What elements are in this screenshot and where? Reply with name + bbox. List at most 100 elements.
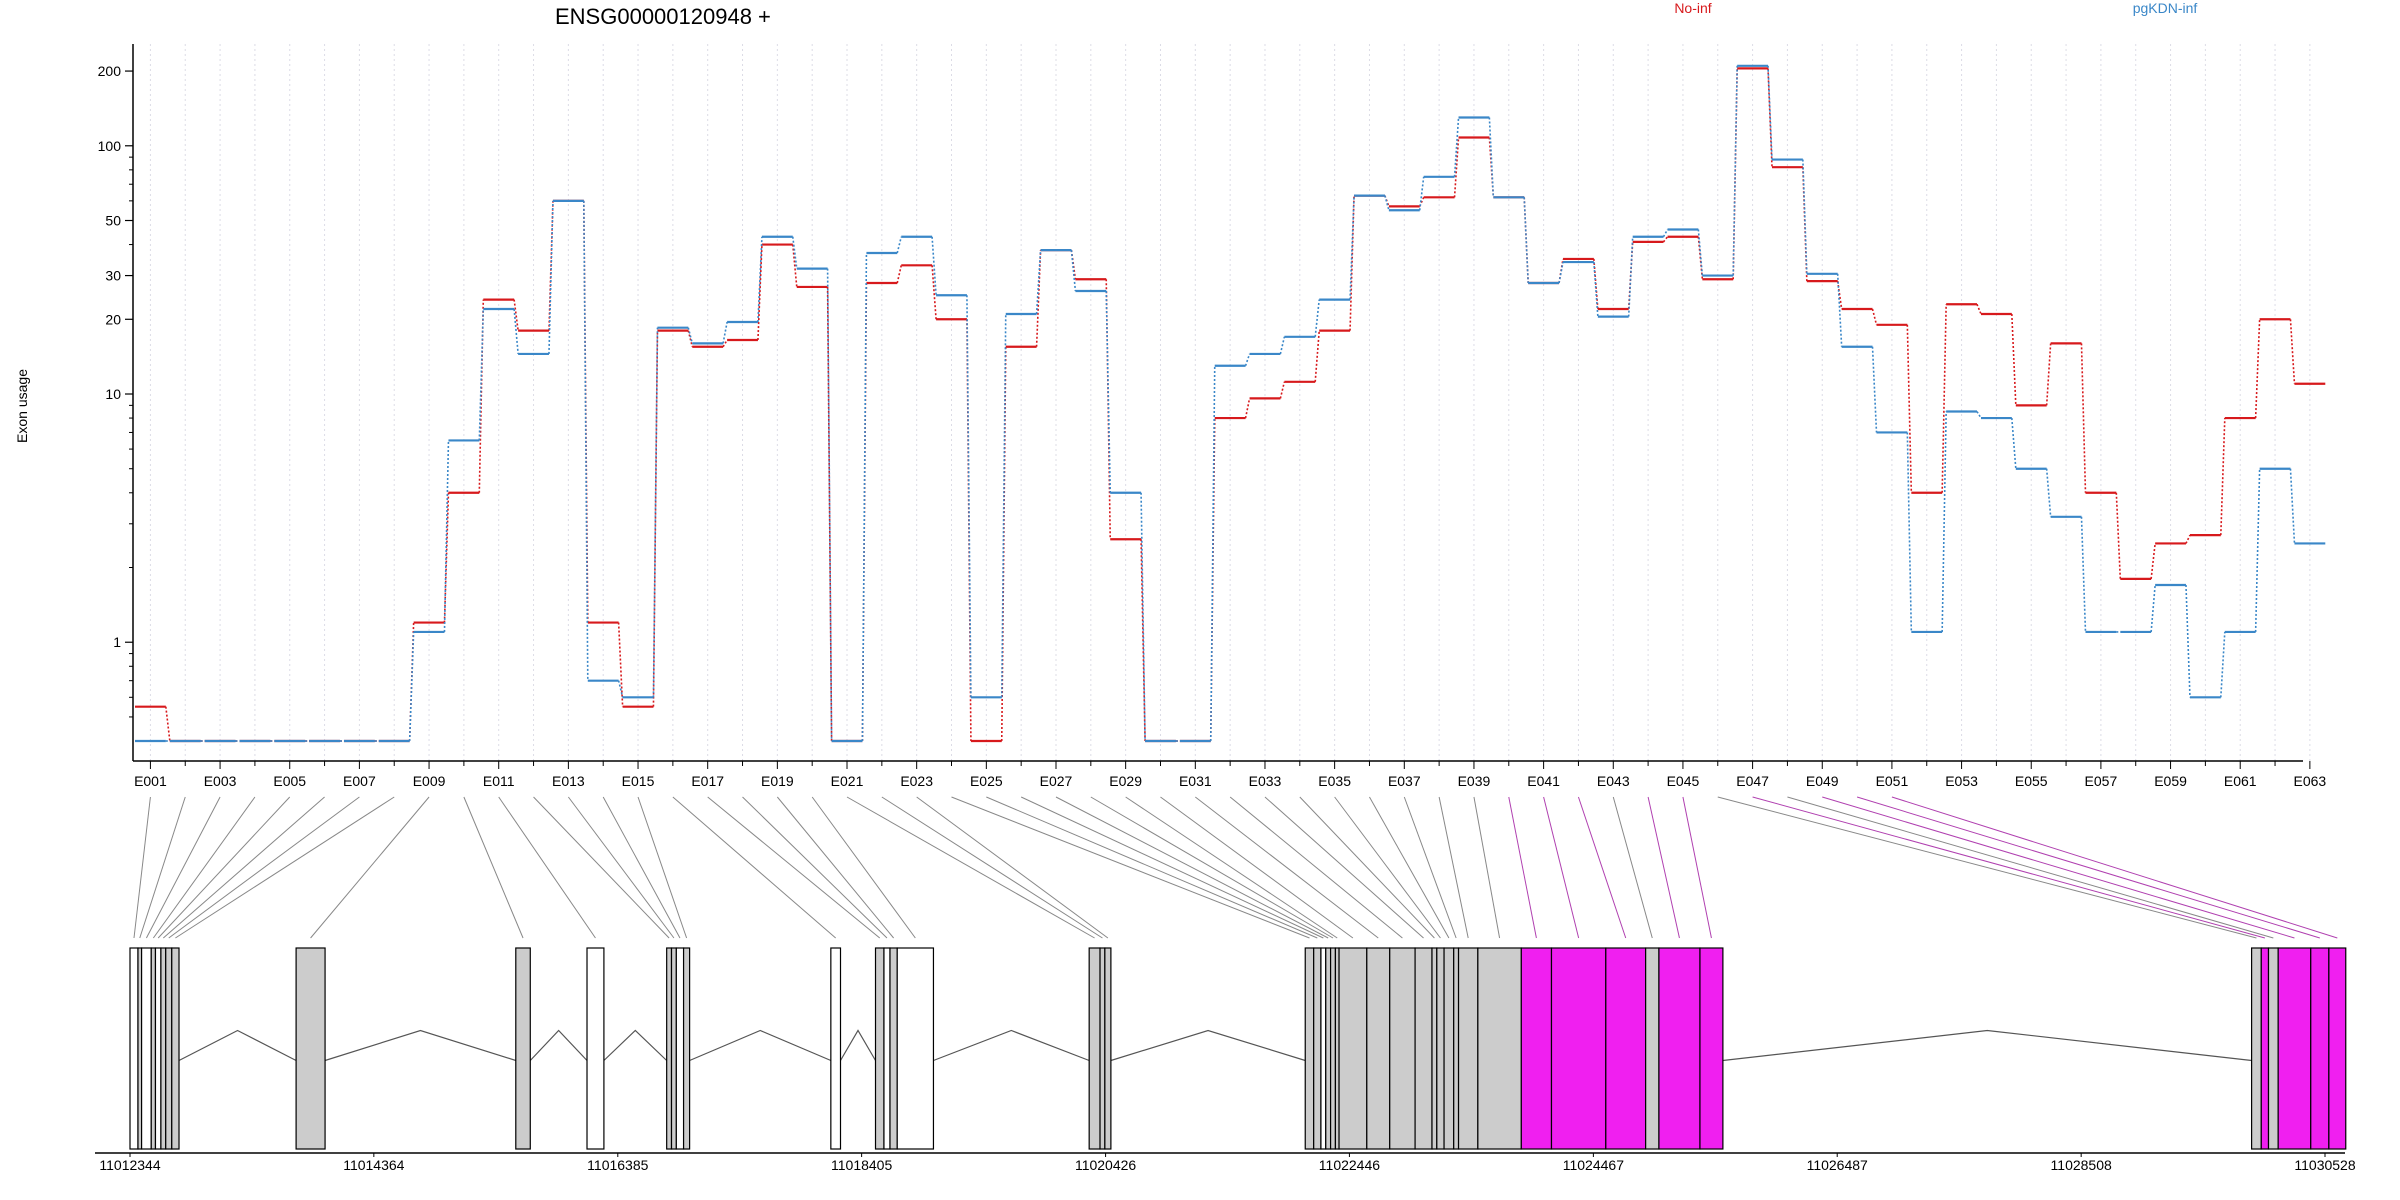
exon-bin-E040 — [1520, 947, 1553, 1150]
gene-model: 11012344 11014364 11016385 11018405 11020426… — [95, 947, 2356, 1173]
x-tick-label-E015: E015 — [622, 773, 655, 789]
intron-line — [178, 1029, 297, 1062]
connector-E030 — [1160, 796, 1354, 939]
connector-E038 — [1438, 796, 1469, 939]
series-step-No-inf — [1976, 303, 1982, 315]
series-step-No-inf — [2115, 492, 2122, 579]
exon-bin-E047 — [2260, 947, 2270, 1150]
exon-bin-E028 — [1329, 947, 1337, 1150]
genomic-tick-label: 11026487 — [1807, 1157, 1868, 1173]
exon-bin-E042 — [1605, 947, 1647, 1150]
series-step-pgKDN-inf — [791, 236, 798, 269]
series-step-No-inf — [1279, 381, 1286, 399]
exon-bin-E030 — [1338, 947, 1368, 1150]
series-step-No-inf — [2150, 543, 2156, 579]
connector-E019 — [776, 796, 895, 939]
connector-E020 — [811, 796, 916, 939]
genomic-tick-label: 11020426 — [1075, 1157, 1136, 1173]
series-step-pgKDN-inf — [1871, 346, 1878, 433]
exon-bin-E019 — [889, 947, 898, 1150]
exon-bin-E008 — [171, 947, 180, 1150]
exon-bin-E043 — [1645, 947, 1660, 1150]
series-step-pgKDN-inf — [2185, 584, 2191, 698]
exon-bin-E003 — [140, 947, 152, 1150]
series-step-pgKDN-inf — [1593, 262, 1599, 317]
connector-E037 — [1403, 796, 1457, 939]
connector-E048 — [1787, 796, 2274, 939]
intron-line — [1110, 1029, 1306, 1062]
x-tick-label-E045: E045 — [1667, 773, 1700, 789]
series-step-pgKDN-inf — [478, 308, 485, 441]
connector-E003 — [145, 796, 221, 939]
connector-E008 — [175, 796, 395, 939]
connector-E026 — [1020, 796, 1324, 939]
series-step-pgKDN-inf — [548, 200, 554, 354]
series-step-No-inf — [966, 319, 972, 742]
genomic-tick-label: 11012344 — [99, 1157, 160, 1173]
legend-entry-pgkdn-inf: pgKDN-inf — [2133, 0, 2198, 16]
connector-E024 — [951, 796, 1310, 939]
connector-E001 — [133, 796, 151, 939]
series-step-No-inf — [1836, 280, 1843, 310]
connector-E012 — [533, 796, 670, 939]
series-step-pgKDN-inf — [2254, 468, 2261, 632]
connector-E029 — [1125, 796, 1338, 939]
x-tick-label-E061: E061 — [2224, 773, 2257, 789]
exon-bin-E027 — [1325, 947, 1332, 1150]
x-tick-label-E031: E031 — [1179, 773, 1212, 789]
connector-E045 — [1682, 796, 1712, 939]
exon-bin-E034 — [1431, 947, 1438, 1150]
exon-bin-E013 — [670, 947, 677, 1150]
series-step-No-inf — [652, 330, 659, 707]
series-step-No-inf — [513, 299, 519, 331]
connector-E050 — [1856, 796, 2320, 939]
exon-usage-series — [135, 64, 2326, 743]
series-step-No-inf — [2045, 343, 2052, 406]
x-tick-label-E035: E035 — [1318, 773, 1351, 789]
x-tick-label-E011: E011 — [483, 773, 515, 789]
series-step-pgKDN-inf — [2045, 468, 2052, 517]
y-axis-label: Exon usage — [14, 369, 30, 443]
exon-bin-E011 — [586, 947, 605, 1150]
series-step-No-inf — [2080, 343, 2087, 493]
series-step-pgKDN-inf — [1627, 236, 1634, 317]
series-step-No-inf — [931, 265, 937, 320]
series-step-pgKDN-inf — [1802, 159, 1808, 274]
genomic-tick-label: 11024467 — [1563, 1157, 1624, 1173]
y-tick-label: 30 — [105, 268, 121, 284]
series-step-pgKDN-inf — [1070, 250, 1077, 292]
series-step-pgKDN-inf — [443, 440, 450, 632]
x-tick-label-E055: E055 — [2015, 773, 2048, 789]
series-step-pgKDN-inf — [1662, 229, 1669, 238]
connector-E051 — [1891, 796, 2338, 939]
series-step-No-inf — [1871, 308, 1878, 326]
exon-bin-E032 — [1389, 947, 1416, 1150]
y-tick-label: 100 — [98, 138, 122, 154]
x-tick-label-E039: E039 — [1458, 773, 1491, 789]
series-step-No-inf — [2185, 534, 2191, 544]
series-step-pgKDN-inf — [1384, 195, 1390, 211]
exon-bin-E021 — [1088, 947, 1101, 1150]
series-step-No-inf — [896, 265, 903, 284]
exon-bin-E012 — [666, 947, 673, 1150]
x-tick-label-E051: E051 — [1876, 773, 1909, 789]
connector-E025 — [986, 796, 1318, 939]
series-step-No-inf — [582, 200, 589, 623]
genomic-tick-label: 11022446 — [1319, 1157, 1380, 1173]
exon-bin-E018 — [883, 947, 891, 1150]
connector-E047 — [1752, 796, 2266, 939]
series-step-No-inf — [1244, 398, 1251, 419]
connector-E018 — [742, 796, 888, 939]
exon-bin-E041 — [1550, 947, 1607, 1150]
intron-line — [839, 1029, 877, 1061]
series-step-pgKDN-inf — [1349, 195, 1355, 300]
exon-bin-E007 — [165, 947, 173, 1150]
connector-E004 — [152, 796, 256, 939]
x-axis-ticks: E001 E003 E005 E007 E009 E011 E013 E015 E017 E019… — [134, 761, 2326, 789]
x-tick-label-E049: E049 — [1806, 773, 1839, 789]
chart-title: ENSG00000120948 + — [555, 4, 771, 29]
exon-bin-E015 — [682, 947, 691, 1150]
exon-bin-E051 — [2328, 947, 2347, 1150]
series-step-pgKDN-inf — [1906, 432, 1913, 632]
